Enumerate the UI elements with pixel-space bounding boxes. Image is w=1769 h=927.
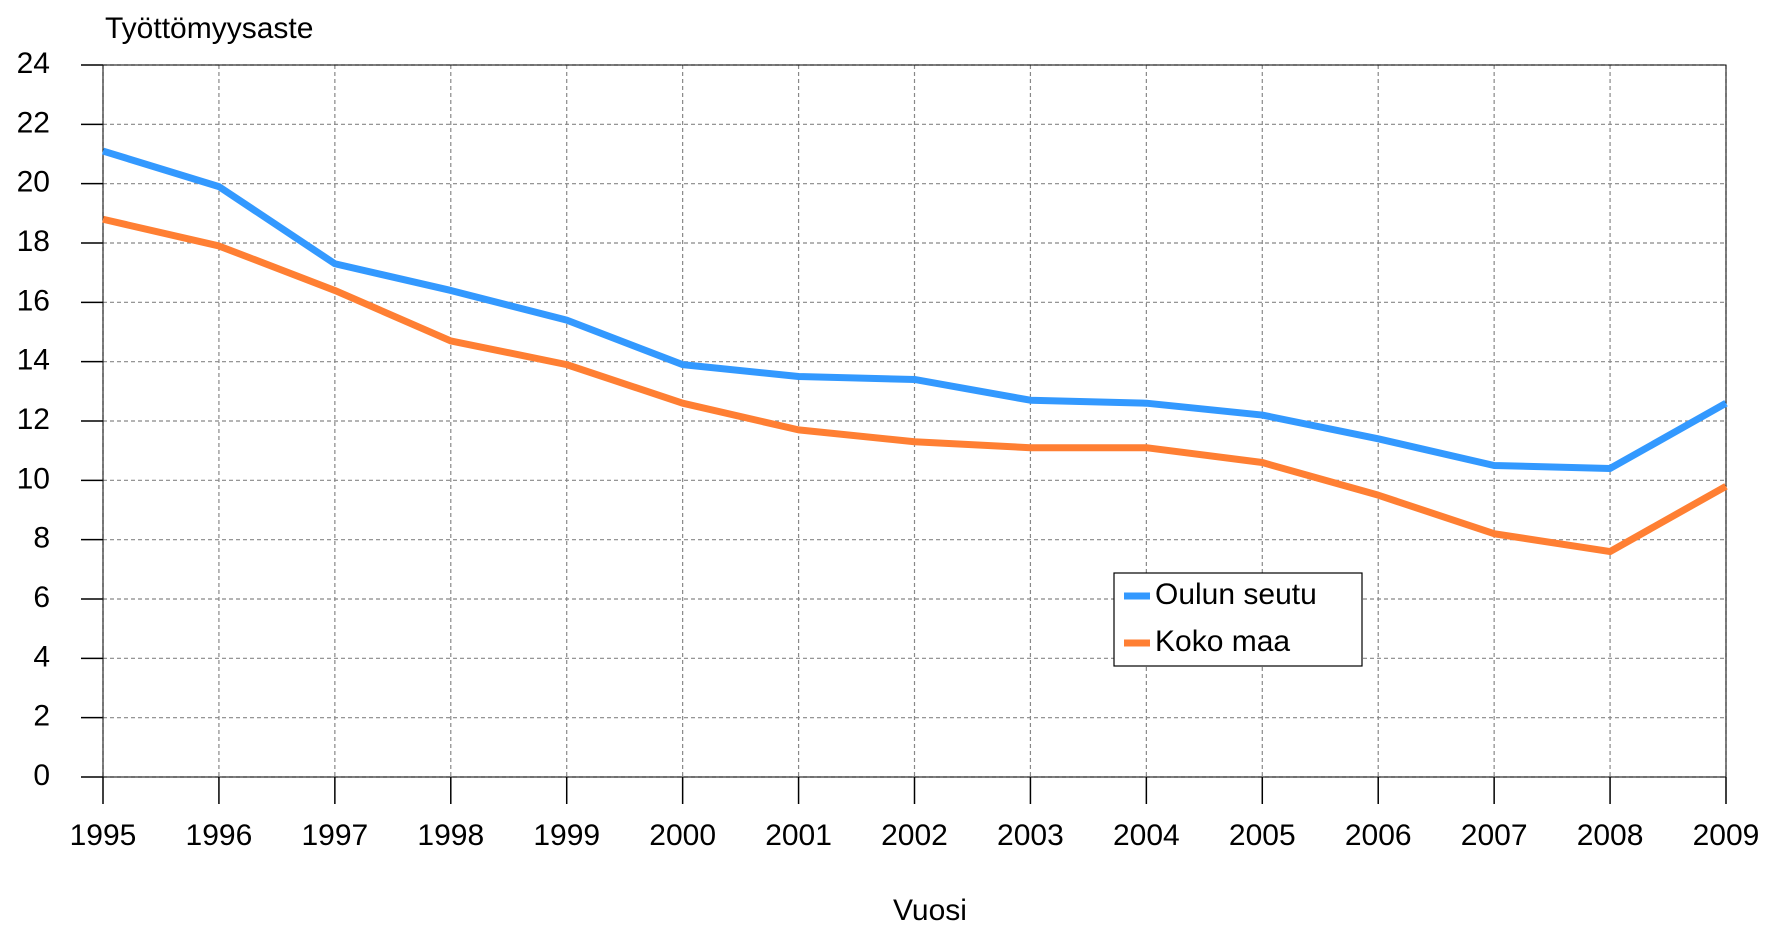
y-tick-label: 22: [17, 106, 50, 139]
x-tick-label: 2002: [881, 819, 948, 852]
y-tick-label: 6: [33, 581, 50, 614]
y-tick-label: 4: [33, 640, 50, 673]
y-tick-label: 12: [17, 403, 50, 436]
y-tick-label: 0: [33, 759, 50, 792]
x-tick-label: 2000: [649, 819, 716, 852]
y-tick-label: 18: [17, 225, 50, 258]
y-axis-label: Työttömyysaste: [105, 12, 313, 45]
x-tick-label: 1995: [70, 819, 137, 852]
line: [101, 147, 1728, 472]
x-tick-label: 1998: [417, 819, 484, 852]
y-tick-label: 2: [33, 700, 50, 733]
x-tick-label: 2003: [997, 819, 1064, 852]
x-tick-label: 1996: [186, 819, 253, 852]
y-tick-label: 20: [17, 166, 50, 199]
y-tick-label: 16: [17, 284, 50, 317]
x-tick-label: 2005: [1229, 819, 1296, 852]
x-tick-label: 2006: [1345, 819, 1412, 852]
x-tick-label: 1999: [533, 819, 600, 852]
x-tick-label: 2009: [1693, 819, 1760, 852]
x-tick-label: 2007: [1461, 819, 1528, 852]
x-axis-label: Vuosi: [893, 894, 967, 927]
legend: [1113, 572, 1363, 667]
x-tick-label: 2004: [1113, 819, 1180, 852]
x-tick-label: 1997: [301, 819, 368, 852]
y-tick-label: 24: [17, 47, 50, 80]
y-tick-label: 10: [17, 462, 50, 495]
line: [102, 215, 1728, 556]
legend-label: Koko maa: [1155, 625, 1290, 658]
x-tick-label: 2008: [1577, 819, 1644, 852]
y-tick-label: 14: [17, 344, 50, 377]
y-tick-label: 8: [33, 522, 50, 555]
legend-label: Oulun seutu: [1155, 578, 1317, 611]
x-tick-label: 2001: [765, 819, 832, 852]
plot-frame: [102, 64, 1727, 778]
